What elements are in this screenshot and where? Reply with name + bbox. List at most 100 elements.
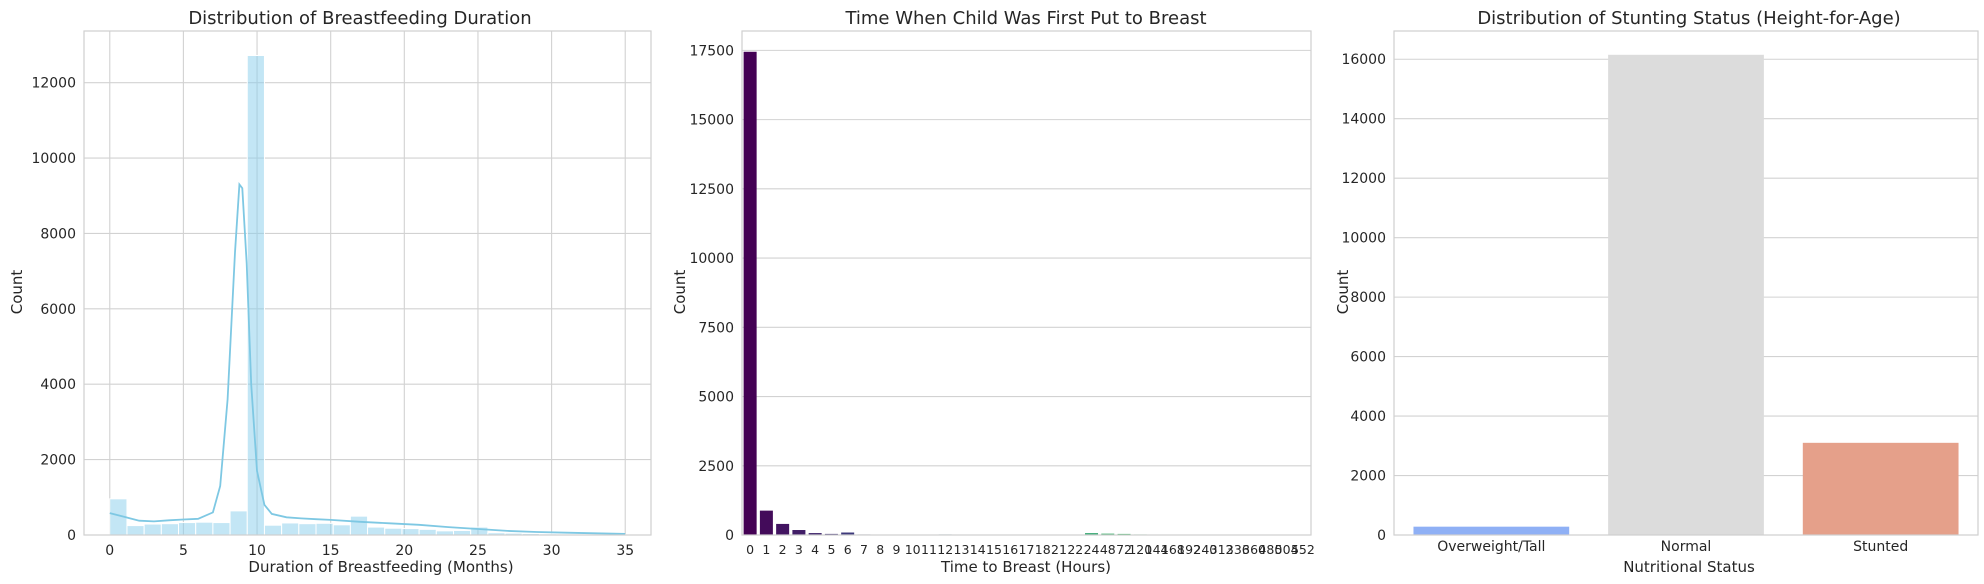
x-tick-label: 14 (970, 542, 986, 557)
bar (1608, 54, 1764, 536)
x-tick-label: 5 (827, 542, 835, 557)
x-tick-label: 9 (892, 542, 900, 557)
chart-title: Distribution of Breastfeeding Duration (188, 8, 531, 29)
x-tick-label: 12 (937, 542, 953, 557)
x-tick-label: 480 (1258, 542, 1282, 557)
histogram-bars (109, 55, 626, 536)
tick-labels: 0 2000 4000 6000 8000 10000 12000 14000 16000 Ove… (1341, 52, 1908, 555)
x-tick-label: Overweight/Tall (1437, 539, 1545, 555)
x-tick-label: 18 (1035, 542, 1051, 557)
x-tick-label: 504 (1275, 542, 1299, 557)
x-tick-label: 336 (1226, 542, 1250, 557)
bar (808, 533, 822, 535)
x-tick-label: 24 (1084, 542, 1100, 557)
y-tick-label: 12000 (31, 76, 76, 92)
histogram-bar (349, 515, 369, 536)
y-tick-label: 5000 (698, 390, 734, 406)
y-tick-label: 10000 (689, 251, 734, 267)
y-tick-label: 12000 (1341, 171, 1386, 187)
y-tick-label: 2500 (698, 459, 734, 475)
y-tick-label: 6000 (40, 302, 76, 318)
x-tick-label: 11 (921, 542, 937, 557)
x-tick-label: 72 (1116, 542, 1132, 557)
x-tick-label: 13 (954, 542, 970, 557)
x-tick-label: 192 (1177, 542, 1201, 557)
stunting-status-chart: 0 2000 4000 6000 8000 10000 12000 14000 16000 Ove… (1334, 8, 1979, 576)
x-tick-label: 16 (1002, 542, 1018, 557)
histogram-bar (332, 524, 351, 536)
x-axis-label: Nutritional Status (1623, 558, 1755, 576)
x-tick-label: 15 (986, 542, 1002, 557)
axes-frame (741, 30, 1312, 536)
y-tick-label: 12500 (689, 182, 734, 198)
y-tick-label: 2000 (40, 453, 76, 469)
y-tick-label: 15000 (689, 113, 734, 129)
x-tick-label: 1 (762, 542, 770, 557)
x-tick-label: 10 (905, 542, 921, 557)
x-tick-label: 168 (1161, 542, 1185, 557)
histogram-bar (367, 526, 386, 536)
histogram-bar (126, 525, 145, 536)
y-tick-label: 7500 (698, 320, 734, 336)
x-tick-label: 48 (1100, 542, 1116, 557)
bar (841, 532, 855, 535)
histogram-bar (160, 523, 180, 536)
axes-frame (83, 30, 652, 536)
histogram-bar (195, 521, 214, 536)
x-tick-label: Stunted (1853, 539, 1908, 555)
x-tick-label: 552 (1291, 542, 1315, 557)
y-tick-label: 0 (1377, 528, 1386, 544)
y-axis-label: Count (8, 270, 26, 315)
bar (792, 530, 806, 535)
grid (84, 31, 651, 536)
y-tick-label: 0 (725, 528, 734, 544)
x-tick-label: 7 (860, 542, 868, 557)
y-tick-label: 8000 (1350, 290, 1386, 306)
x-tick-label: 15 (322, 543, 340, 559)
x-axis-label: Duration of Breastfeeding (Months) (248, 558, 513, 576)
bar (776, 523, 790, 535)
x-tick-label: 3 (795, 542, 803, 557)
grid (742, 49, 1311, 536)
y-tick-label: 4000 (1350, 409, 1386, 425)
histogram-bar (281, 522, 300, 536)
bars (1413, 54, 1959, 536)
x-tick-label: 8 (876, 542, 884, 557)
axes-frame (1393, 30, 1979, 536)
y-tick-label: 16000 (1341, 52, 1386, 68)
x-tick-label: 0 (746, 542, 754, 557)
x-tick-label: 17 (1019, 542, 1035, 557)
x-tick-label: 30 (543, 543, 561, 559)
bar (759, 510, 773, 535)
x-tick-label: 144 (1145, 542, 1169, 557)
histogram-bar (178, 522, 197, 536)
bar (1802, 442, 1959, 535)
histogram-bar (315, 522, 334, 536)
y-tick-label: 6000 (1350, 350, 1386, 366)
bars (743, 51, 1310, 536)
histogram-bar (453, 529, 472, 536)
x-tick-label: 22 (1067, 542, 1083, 557)
chart-title: Time When Child Was First Put to Breast (844, 8, 1206, 29)
x-tick-label: 360 (1242, 542, 1266, 557)
bar (1413, 526, 1570, 535)
x-tick-label: 4 (811, 542, 819, 557)
x-tick-label: 21 (1051, 542, 1067, 557)
breastfeeding-duration-chart: 0 2000 4000 6000 8000 10000 12000 0 5 10 15 20 25 30 3… (8, 8, 652, 576)
y-tick-label: 10000 (31, 151, 76, 167)
x-tick-label: 35 (616, 543, 634, 559)
histogram-bar (401, 528, 420, 536)
x-axis-label: Time to Breast (Hours) (940, 558, 1111, 576)
y-tick-label: 4000 (40, 377, 76, 393)
bar (1101, 533, 1115, 535)
histogram-bar (298, 523, 317, 536)
x-tick-label: 10 (248, 543, 266, 559)
x-tick-label: 240 (1193, 542, 1217, 557)
histogram-bar (143, 523, 162, 536)
x-tick-label: 25 (469, 543, 487, 559)
y-tick-label: 14000 (1341, 112, 1386, 128)
tick-labels: 0 2000 4000 6000 8000 10000 12000 0 5 10 15 20 25 30 3… (31, 76, 634, 559)
